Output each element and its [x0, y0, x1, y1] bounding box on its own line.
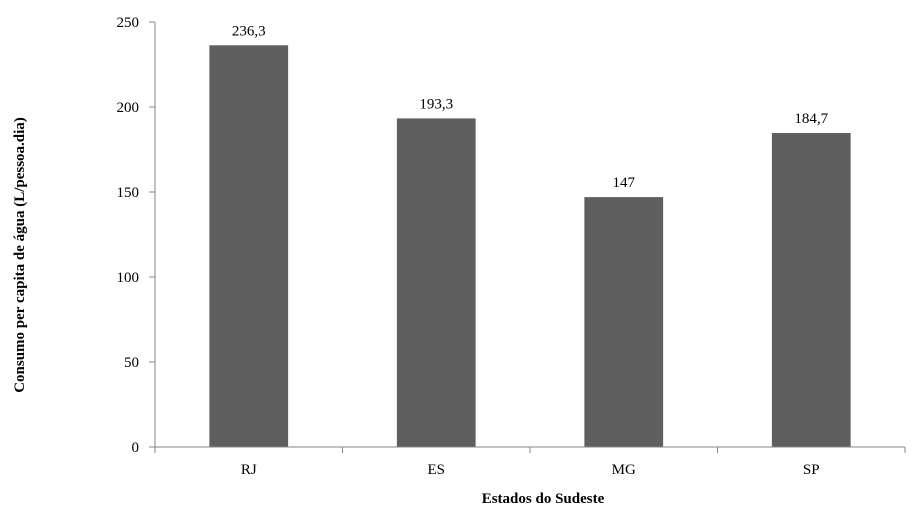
x-tick-label-sp: SP: [803, 462, 820, 478]
data-labels-group: 236,3 193,3 147 184,7: [232, 23, 829, 191]
y-tick-label: 250: [117, 15, 140, 31]
x-tick-label-rj: RJ: [241, 462, 257, 478]
y-tick-label: 50: [124, 355, 139, 371]
y-tick-label: 0: [132, 440, 140, 456]
bar-sp: [771, 133, 851, 447]
y-axis-title: Consumo per capita de água (L/pessoa.dia…: [12, 117, 28, 393]
data-label-rj: 236,3: [232, 23, 266, 39]
x-axis-ticks: RJ ES MG SP: [154, 447, 906, 478]
y-tick-label: 100: [117, 270, 140, 286]
bar-es: [396, 118, 476, 447]
y-tick-label: 150: [117, 185, 140, 201]
bar-rj: [209, 45, 289, 447]
data-label-mg: 147: [613, 175, 636, 191]
bars-group: [209, 45, 851, 447]
y-tick-label: 200: [117, 100, 140, 116]
data-label-sp: 184,7: [794, 111, 828, 127]
data-label-es: 193,3: [419, 96, 453, 112]
bar-mg: [584, 197, 664, 447]
x-axis-title: Estados do Sudeste: [482, 491, 605, 507]
y-axis-ticks: 0 50 100 150 200 250: [117, 15, 155, 456]
x-tick-label-mg: MG: [612, 462, 636, 478]
x-tick-label-es: ES: [427, 462, 445, 478]
